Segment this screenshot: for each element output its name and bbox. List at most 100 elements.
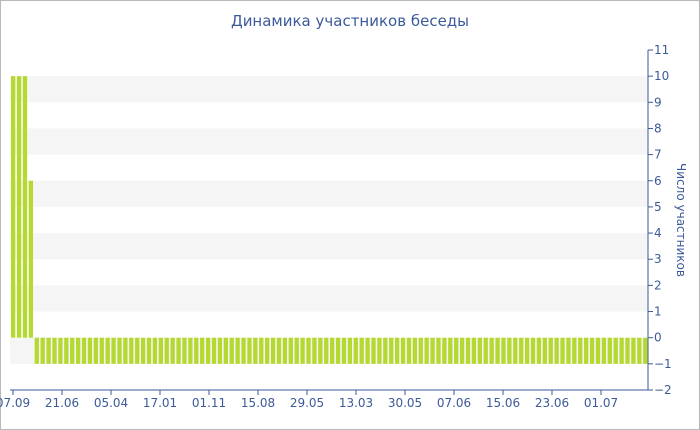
- bar: [34, 337, 39, 364]
- bar: [424, 337, 429, 364]
- bar: [146, 337, 152, 364]
- bar: [389, 337, 394, 364]
- bar: [217, 337, 223, 364]
- bar: [93, 337, 99, 364]
- y-tick-label: 10: [654, 69, 669, 83]
- bar: [75, 337, 81, 364]
- bar: [548, 337, 553, 364]
- bar: [135, 337, 140, 364]
- bar: [247, 337, 252, 364]
- bar: [40, 337, 45, 364]
- bar: [495, 337, 500, 364]
- bar: [276, 337, 282, 364]
- y-tick-label: 3: [654, 252, 662, 266]
- y-tick-label: 0: [654, 331, 662, 345]
- bar: [158, 337, 163, 364]
- axes: [10, 50, 649, 391]
- x-ticks: 07.09 21.06 05.04 17.01 01.11 15.08 29.05 13.03…: [0, 390, 618, 410]
- bar: [394, 337, 400, 364]
- bar: [560, 337, 565, 364]
- bar: [123, 337, 128, 364]
- y-tick-label: 6: [654, 174, 662, 188]
- bar: [383, 337, 388, 364]
- bar: [412, 337, 418, 364]
- bar: [554, 337, 559, 364]
- bar: [259, 337, 264, 364]
- grid-band: [10, 76, 648, 103]
- bar: [70, 337, 75, 364]
- bar: [176, 337, 181, 364]
- bars: [11, 76, 648, 364]
- bar: [111, 337, 116, 364]
- bar: [589, 337, 595, 364]
- bar: [418, 337, 423, 364]
- bar: [637, 337, 642, 364]
- bar: [601, 337, 607, 364]
- bar: [52, 337, 57, 364]
- bar: [524, 337, 530, 364]
- x-tick-label: 05.04: [94, 396, 128, 410]
- bar: [578, 337, 583, 364]
- bar: [330, 337, 335, 364]
- x-tick-label: 13.03: [339, 396, 373, 410]
- x-tick-label: 01.07: [584, 396, 618, 410]
- bar: [105, 337, 110, 364]
- y-tick-label: 1: [654, 305, 662, 319]
- bar: [188, 337, 193, 364]
- x-tick-label: 17.01: [143, 396, 177, 410]
- bar: [152, 337, 158, 364]
- bar: [282, 337, 288, 364]
- bar: [359, 337, 364, 364]
- bar: [140, 337, 146, 364]
- bar: [312, 337, 317, 364]
- grid-band: [10, 233, 648, 260]
- grid-band: [10, 128, 648, 155]
- y-tick-label: 4: [654, 226, 662, 240]
- bar: [436, 337, 441, 364]
- bar: [164, 337, 169, 364]
- bar: [99, 337, 104, 364]
- bar: [87, 337, 93, 364]
- x-tick-label: 21.06: [45, 396, 79, 410]
- bar: [294, 337, 299, 364]
- bar: [229, 337, 234, 364]
- bar: [477, 337, 482, 364]
- bar: [619, 337, 624, 364]
- grid-bands: [10, 76, 648, 364]
- x-tick-label: 15.06: [486, 396, 520, 410]
- bar: [347, 337, 353, 364]
- bar: [11, 76, 16, 338]
- bar: [501, 337, 506, 364]
- bar: [306, 337, 311, 364]
- grid-band: [10, 285, 648, 312]
- y-axis-label: Число участников: [674, 163, 688, 277]
- bar: [253, 337, 258, 364]
- y-tick-label: −2: [654, 383, 672, 397]
- x-tick-label: 07.09: [0, 396, 30, 410]
- bar: [371, 337, 376, 364]
- bar: [211, 337, 217, 364]
- y-tick-label: −1: [654, 357, 672, 371]
- bar: [607, 337, 612, 364]
- bar: [265, 337, 270, 364]
- bar: [536, 337, 542, 364]
- x-tick-label: 30.05: [388, 396, 422, 410]
- bar: [64, 337, 69, 364]
- bar: [459, 337, 465, 364]
- bar: [542, 337, 547, 364]
- bar: [442, 337, 447, 364]
- grid-band: [10, 337, 648, 364]
- bar: [341, 337, 347, 364]
- bar: [377, 337, 382, 364]
- x-tick-label: 29.05: [290, 396, 324, 410]
- bar: [335, 337, 341, 364]
- bar: [170, 337, 175, 364]
- bar: [613, 337, 618, 364]
- bar: [513, 337, 518, 364]
- bar: [566, 337, 571, 364]
- bar: [194, 337, 199, 364]
- bar: [235, 337, 240, 364]
- grid-band: [10, 180, 648, 207]
- bar: [200, 337, 205, 364]
